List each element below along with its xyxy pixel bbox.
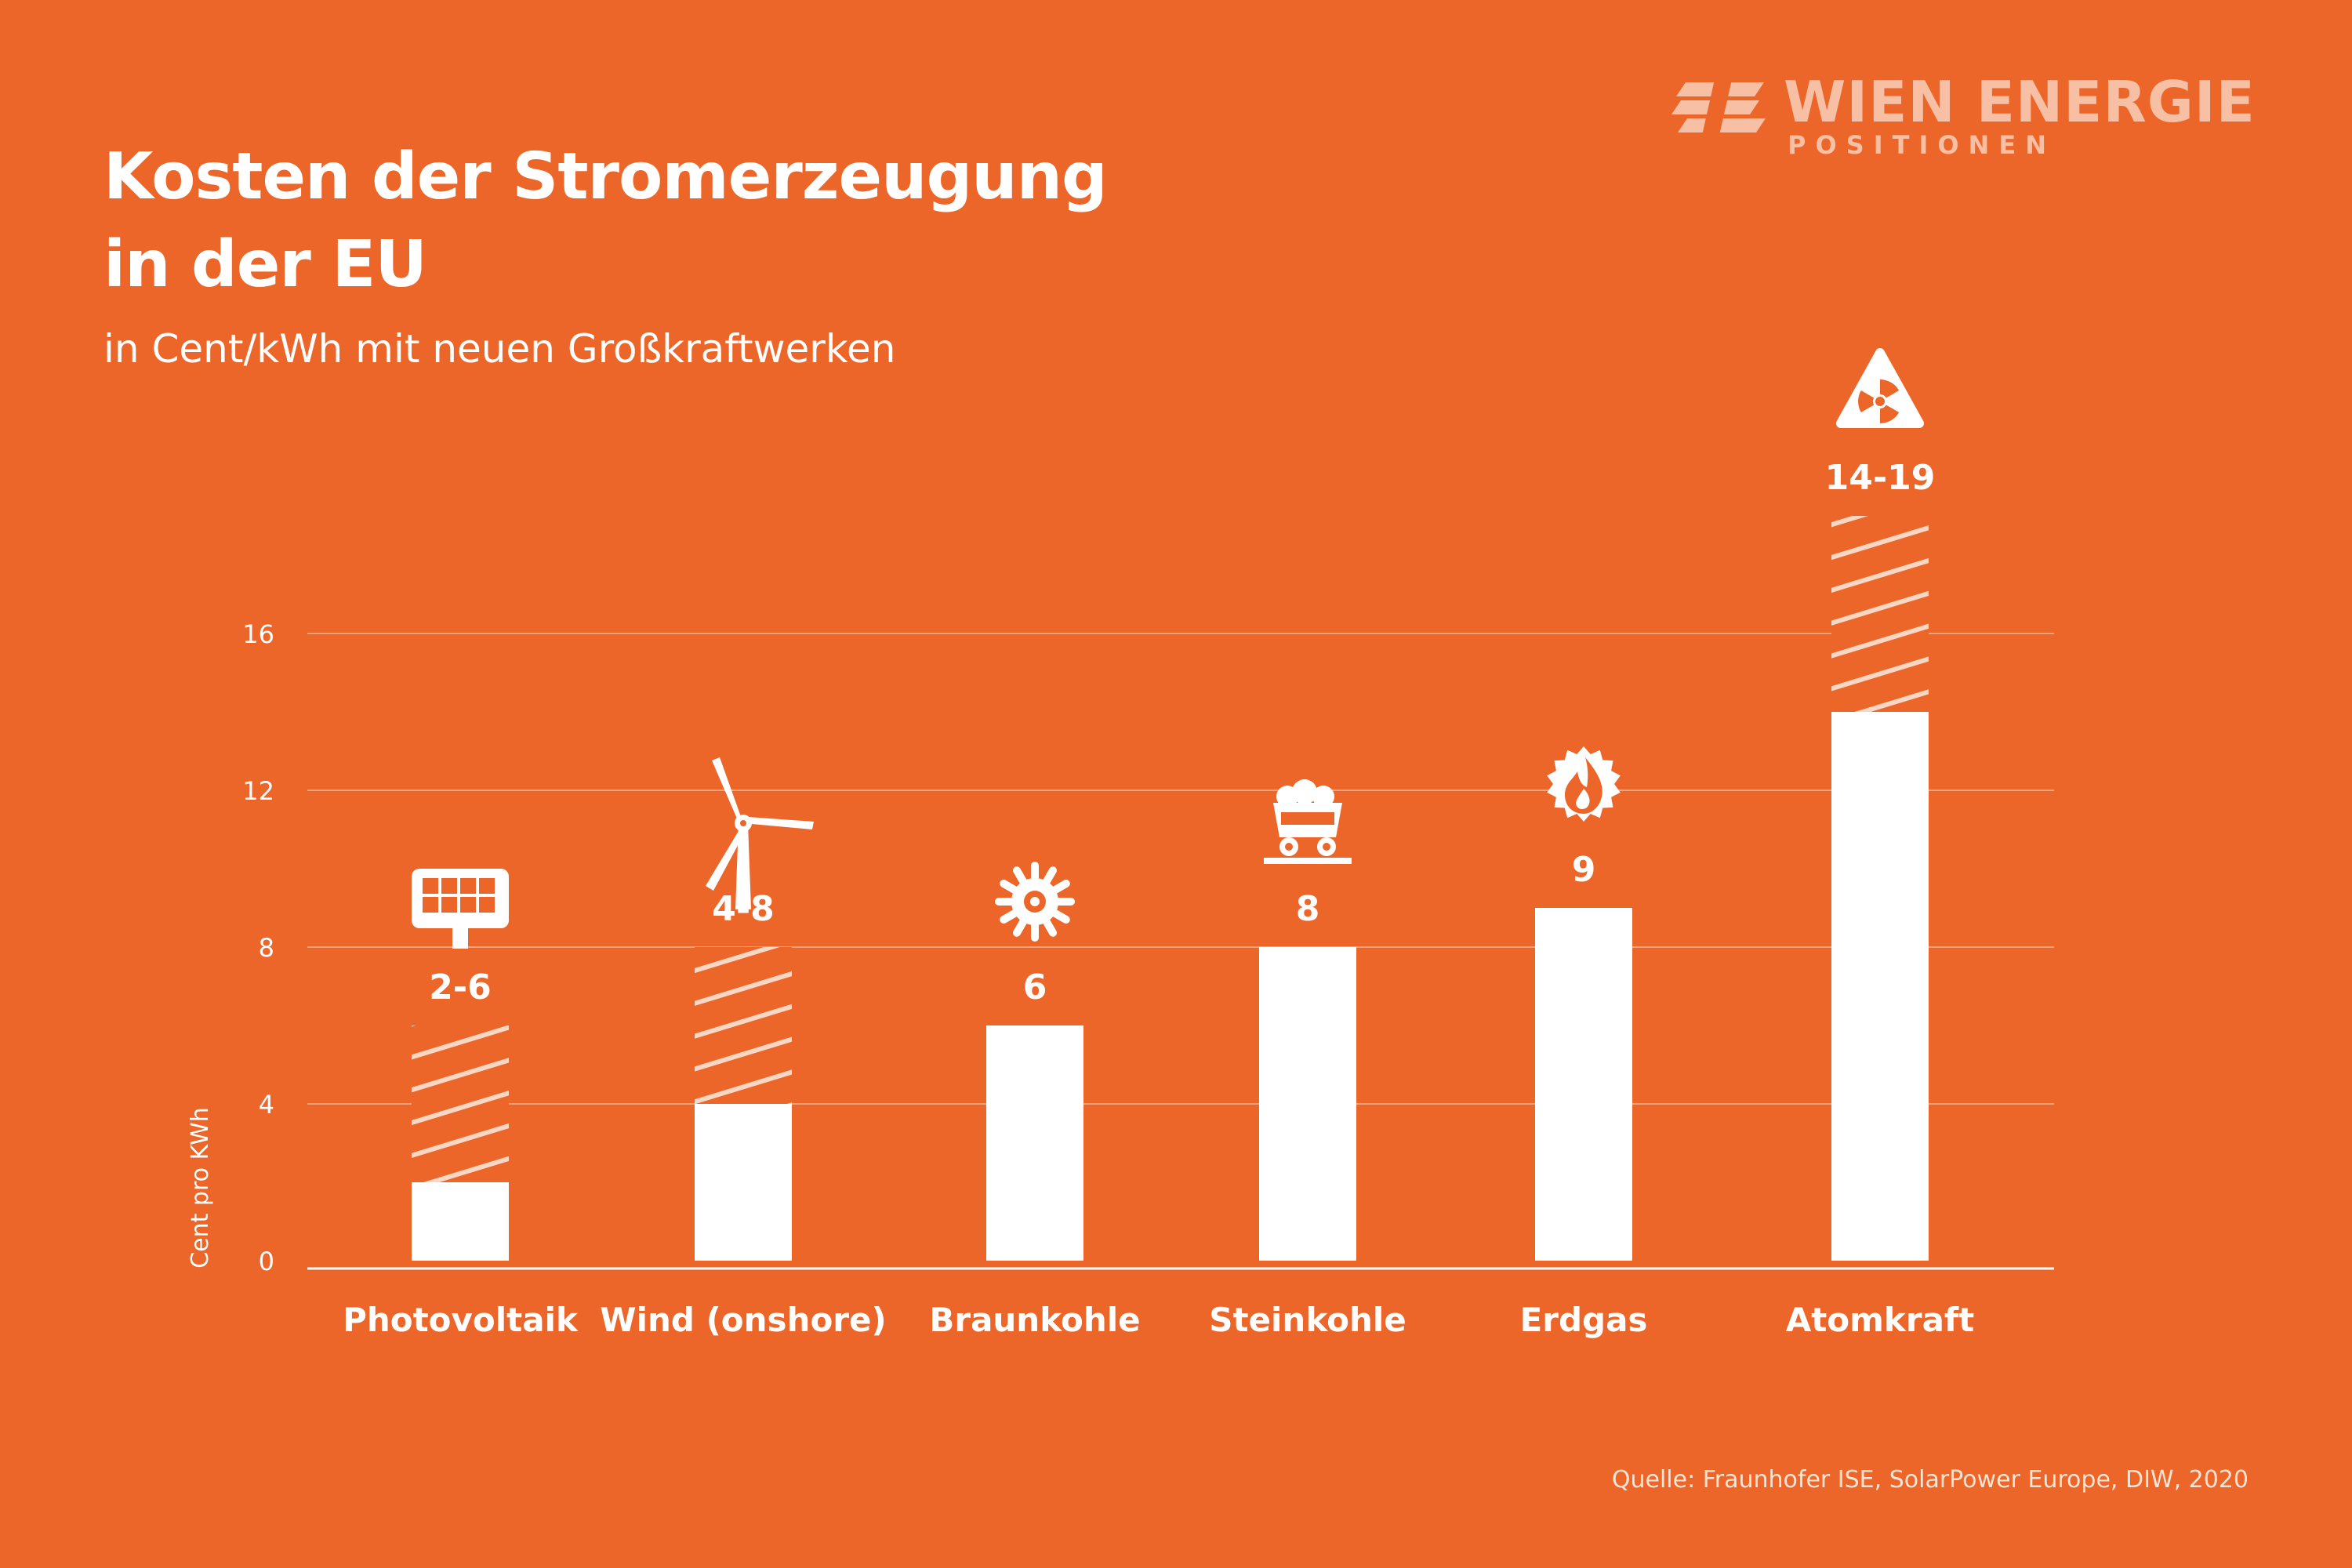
logo-mark-icon bbox=[1671, 76, 1766, 139]
data-label: 6 bbox=[1023, 967, 1047, 1007]
logo-name: WIEN ENERGIE bbox=[1784, 69, 2256, 135]
title-line-2: in der EU bbox=[103, 227, 427, 302]
y-axis-label: Cent pro KWh bbox=[187, 1107, 214, 1269]
bar-range bbox=[412, 1025, 509, 1182]
bar bbox=[695, 1104, 792, 1261]
bar bbox=[1535, 908, 1632, 1261]
solar-panel-icon bbox=[412, 869, 509, 949]
y-tick-label: 12 bbox=[242, 776, 274, 806]
x-tick-label: Braunkohle bbox=[929, 1301, 1140, 1339]
gas-flame-icon bbox=[1547, 746, 1621, 822]
title-line-1: Kosten der Stromerzeugung bbox=[103, 140, 1108, 214]
wind-turbine-icon bbox=[706, 757, 814, 909]
x-tick-label: Wind (onshore) bbox=[600, 1301, 886, 1339]
radiation-icon bbox=[1836, 348, 1924, 428]
x-tick-label: Photovoltaik bbox=[343, 1301, 579, 1339]
logo-tagline: POSITIONEN bbox=[1788, 130, 2056, 160]
chart-title: Kosten der Stromerzeugung in der EU bbox=[103, 133, 1108, 309]
y-tick-label: 4 bbox=[259, 1090, 274, 1120]
data-label: 9 bbox=[1572, 850, 1596, 890]
y-tick-label: 0 bbox=[259, 1247, 274, 1276]
source-note: Quelle: Fraunhofer ISE, SolarPower Europ… bbox=[1611, 1466, 2249, 1494]
logo: WIEN ENERGIE POSITIONEN bbox=[1670, 67, 2297, 169]
data-label: 2-6 bbox=[429, 967, 492, 1007]
bar bbox=[1259, 947, 1356, 1261]
bar bbox=[986, 1025, 1083, 1261]
bar-range bbox=[1831, 516, 1929, 712]
chart-subtitle: in Cent/kWh mit neuen Großkraftwerken bbox=[103, 326, 896, 372]
bar bbox=[1831, 712, 1929, 1261]
lignite-icon bbox=[995, 862, 1075, 942]
data-label: 8 bbox=[1296, 889, 1320, 929]
data-label: 14-19 bbox=[1825, 458, 1936, 498]
y-tick-label: 16 bbox=[242, 619, 274, 649]
x-tick-label: Atomkraft bbox=[1786, 1301, 1975, 1339]
y-tick-label: 8 bbox=[259, 933, 274, 963]
bar-range bbox=[695, 947, 792, 1104]
x-tick-label: Steinkohle bbox=[1209, 1301, 1406, 1339]
x-tick-label: Erdgas bbox=[1520, 1301, 1648, 1339]
coal-cart-icon bbox=[1264, 779, 1352, 864]
bar bbox=[412, 1182, 509, 1261]
